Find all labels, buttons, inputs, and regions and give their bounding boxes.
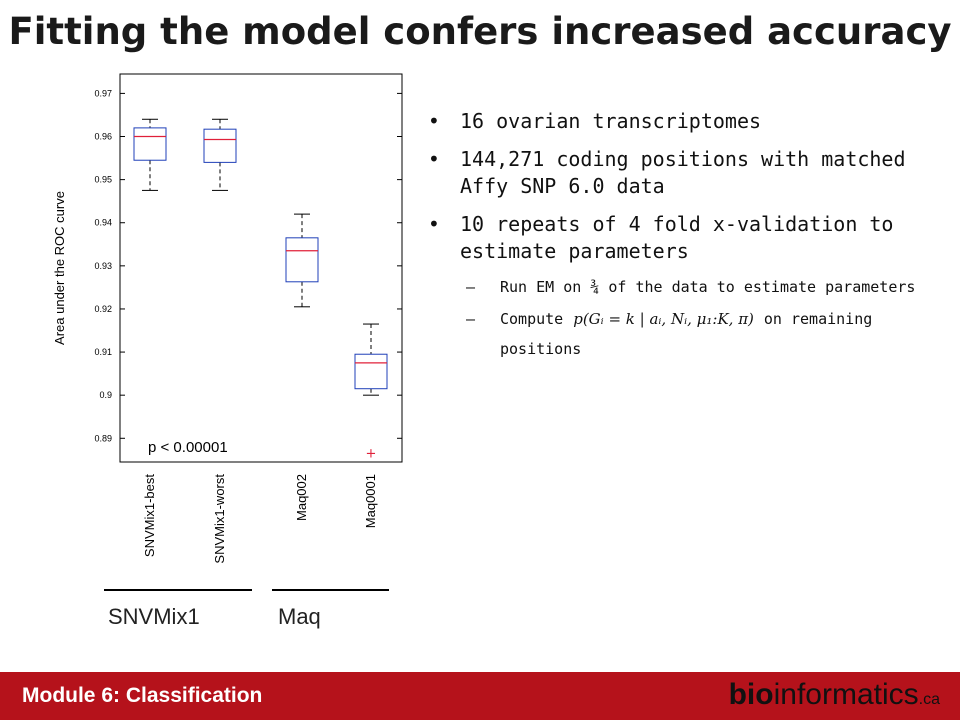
y-axis-label: Area under the ROC curve <box>52 191 67 345</box>
compute-prefix: Compute <box>500 310 564 328</box>
bullet-item: • 16 ovarian transcriptomes <box>428 108 948 135</box>
bullet-dot-icon: • <box>428 109 440 133</box>
bullet-dot-icon: • <box>428 147 440 171</box>
x-category-label: SNVMix1-best <box>142 474 157 557</box>
y-tick-label: 0.91 <box>94 347 112 357</box>
box-maq002 <box>285 237 319 283</box>
box-plot-chart: 0.97 0.96 0.95 0.94 0.93 0.92 0.91 0.9 0.89 Area … <box>52 73 403 629</box>
module-label: Module 6: Classification <box>22 684 263 707</box>
y-tick-label: 0.96 <box>94 132 112 142</box>
bullet-item: • 144,271 coding positions with matched A… <box>428 146 948 200</box>
bullet-text: 144,271 coding positions with matched Af… <box>460 147 906 198</box>
logo-informatics: informatics <box>773 678 919 711</box>
y-tick-label: 0.89 <box>94 433 112 443</box>
y-tick-label: 0.9 <box>99 390 112 400</box>
y-tick-label: 0.92 <box>94 304 112 314</box>
bullet-list: • 16 ovarian transcriptomes • 144,271 codi… <box>428 108 948 370</box>
dash-icon: – <box>466 310 476 328</box>
outlier-marker: + <box>366 446 377 461</box>
box-maq0001 <box>354 353 388 390</box>
bullet-text: 10 repeats of 4 fold x-validation to est… <box>460 212 894 263</box>
plot-frame <box>119 73 403 463</box>
bullet-dot-icon: • <box>428 212 440 236</box>
p-value-annotation: p < 0.00001 <box>148 439 228 456</box>
compute-suffix: on remaining positions <box>500 310 873 358</box>
sub-bullet-item: – Compute p(Gᵢ = k | aᵢ, Nᵢ, μ₁:K, π) on re… <box>428 304 948 364</box>
x-category-label: Maq002 <box>294 474 309 521</box>
dash-icon: – <box>466 278 476 296</box>
group-label: SNVMix1 <box>108 604 200 629</box>
box-snvmix1-best <box>133 127 167 161</box>
y-tick-label: 0.97 <box>94 88 112 98</box>
logo-bio: bio <box>728 678 774 711</box>
sub-bullet-item: – Run EM on ¾ of the data to estimate par… <box>428 276 948 298</box>
y-tick-label: 0.95 <box>94 175 112 185</box>
slide-title: Fitting the model confers increased accu… <box>8 10 952 53</box>
probability-formula: p(Gᵢ = k | aᵢ, Nᵢ, μ₁:K, π) <box>573 310 754 328</box>
logo-ca: .ca <box>918 691 940 708</box>
bioinformatics-logo: bioinformatics.ca <box>729 678 940 712</box>
sub-bullet-text: Run EM on ¾ of the data to estimate para… <box>500 278 916 296</box>
footer-bar: Module 6: Classification bioinformatics.… <box>0 672 960 720</box>
bullet-item: • 10 repeats of 4 fold x-validation to es… <box>428 211 948 265</box>
bullet-text: 16 ovarian transcriptomes <box>460 109 762 133</box>
group-label: Maq <box>278 604 321 629</box>
x-category-label: SNVMix1-worst <box>212 474 227 564</box>
y-tick-label: 0.94 <box>94 218 112 228</box>
box-snvmix1-worst <box>203 128 237 163</box>
y-tick-label: 0.93 <box>94 261 112 271</box>
x-category-label: Maq0001 <box>363 474 378 528</box>
